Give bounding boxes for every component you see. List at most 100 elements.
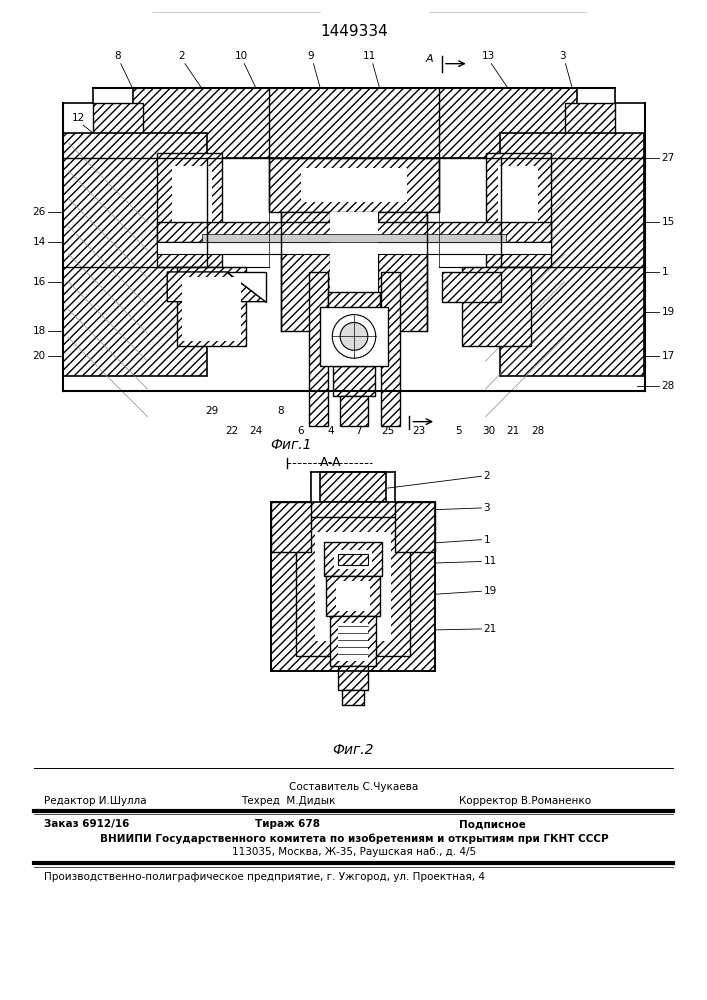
Text: 16: 16 (33, 277, 46, 287)
Bar (340, 396, 368, 426)
Bar (333, 366, 375, 396)
Text: Редактор И.Шулла: Редактор И.Шулла (44, 796, 146, 806)
Text: 28: 28 (661, 381, 674, 391)
Text: 13: 13 (481, 51, 495, 61)
Text: Тираж 678: Тираж 678 (255, 819, 320, 829)
Bar (327, 576, 380, 616)
Bar (93, 103, 143, 158)
Text: 3: 3 (559, 51, 566, 61)
Text: 15: 15 (661, 217, 674, 227)
Circle shape (340, 322, 368, 350)
Text: Производственно-полиграфическое предприятие, г. Ужгород, ул. Проектная, 4: Производственно-полиграфическое предприя… (44, 872, 485, 882)
Text: 29: 29 (205, 406, 218, 416)
Bar (281, 212, 330, 331)
Text: Корректор В.Романенко: Корректор В.Романенко (459, 796, 591, 806)
Bar (177, 267, 246, 346)
Bar (64, 133, 206, 376)
Bar (271, 502, 435, 671)
Bar (378, 212, 427, 331)
Bar (395, 502, 435, 552)
Text: Техред  М.Дидык: Техред М.Дидык (241, 796, 336, 806)
Bar (501, 133, 643, 376)
Circle shape (332, 315, 375, 358)
Bar (566, 103, 615, 158)
Bar (330, 616, 375, 666)
Bar (269, 158, 439, 212)
Text: 7: 7 (355, 426, 361, 436)
Text: 26: 26 (33, 207, 46, 217)
Bar (325, 542, 382, 576)
Text: A: A (426, 54, 433, 64)
Text: 4: 4 (327, 426, 334, 436)
Bar (330, 212, 378, 331)
Polygon shape (226, 272, 266, 302)
Bar (320, 472, 385, 502)
Bar (334, 550, 372, 569)
Bar (201, 234, 506, 242)
Text: 19: 19 (661, 307, 674, 317)
Text: 18: 18 (33, 326, 46, 336)
Bar (328, 292, 380, 322)
Bar (337, 581, 370, 611)
Text: 11: 11 (484, 556, 497, 566)
Bar (271, 502, 310, 552)
Text: Подписное: Подписное (459, 819, 525, 829)
Text: Заказ 6912/16: Заказ 6912/16 (44, 819, 129, 829)
Text: Фиг.2: Фиг.2 (332, 743, 374, 757)
Text: 113035, Москва, Ж-35, Раушская наб., д. 4/5: 113035, Москва, Ж-35, Раушская наб., д. … (232, 847, 476, 857)
Bar (338, 666, 368, 690)
Bar (158, 153, 221, 267)
Text: 21: 21 (506, 426, 520, 436)
Bar (296, 517, 410, 656)
Text: 6: 6 (298, 426, 304, 436)
Bar (296, 517, 410, 656)
Bar (173, 166, 211, 255)
Bar (182, 277, 241, 341)
Bar (498, 166, 538, 255)
Bar (315, 532, 390, 641)
Text: Составитель С.Чукаева: Составитель С.Чукаева (289, 782, 419, 792)
Text: 12: 12 (71, 113, 85, 123)
Text: 21: 21 (484, 624, 497, 634)
Text: 2: 2 (484, 471, 490, 481)
Text: Фиг.1: Фиг.1 (270, 438, 312, 452)
Bar (486, 153, 551, 267)
Text: A: A (394, 414, 402, 424)
Bar (342, 690, 364, 705)
Bar (380, 272, 400, 426)
Bar (320, 307, 387, 366)
Text: 24: 24 (250, 426, 263, 436)
Text: 8: 8 (115, 51, 121, 61)
Text: 27: 27 (661, 153, 674, 163)
Bar (462, 267, 531, 346)
Text: 23: 23 (413, 426, 426, 436)
Text: 25: 25 (381, 426, 395, 436)
Text: 2: 2 (179, 51, 185, 61)
Text: 1: 1 (484, 535, 490, 545)
Text: 30: 30 (482, 426, 495, 436)
Text: 5: 5 (455, 426, 462, 436)
Bar (206, 158, 501, 262)
Text: 8: 8 (278, 406, 284, 416)
Polygon shape (168, 272, 266, 302)
Text: ВНИИПИ Государственного комитета по изобретениям и открытиям при ГКНТ СССР: ВНИИПИ Государственного комитета по изоб… (100, 833, 608, 844)
Text: 11: 11 (363, 51, 376, 61)
Polygon shape (442, 272, 501, 302)
Text: 1449334: 1449334 (320, 24, 388, 39)
Text: 10: 10 (235, 51, 248, 61)
Text: 14: 14 (33, 237, 46, 247)
Bar (158, 242, 551, 254)
Bar (338, 623, 368, 661)
Bar (300, 168, 407, 202)
Bar (338, 554, 368, 565)
Text: 22: 22 (225, 426, 238, 436)
Text: 20: 20 (33, 351, 46, 361)
Text: 9: 9 (308, 51, 314, 61)
Bar (308, 272, 328, 426)
Text: 1: 1 (661, 267, 668, 277)
Bar (158, 222, 551, 242)
Bar (328, 331, 380, 356)
Bar (133, 88, 578, 158)
Text: 3: 3 (484, 503, 490, 513)
Text: 17: 17 (661, 351, 674, 361)
